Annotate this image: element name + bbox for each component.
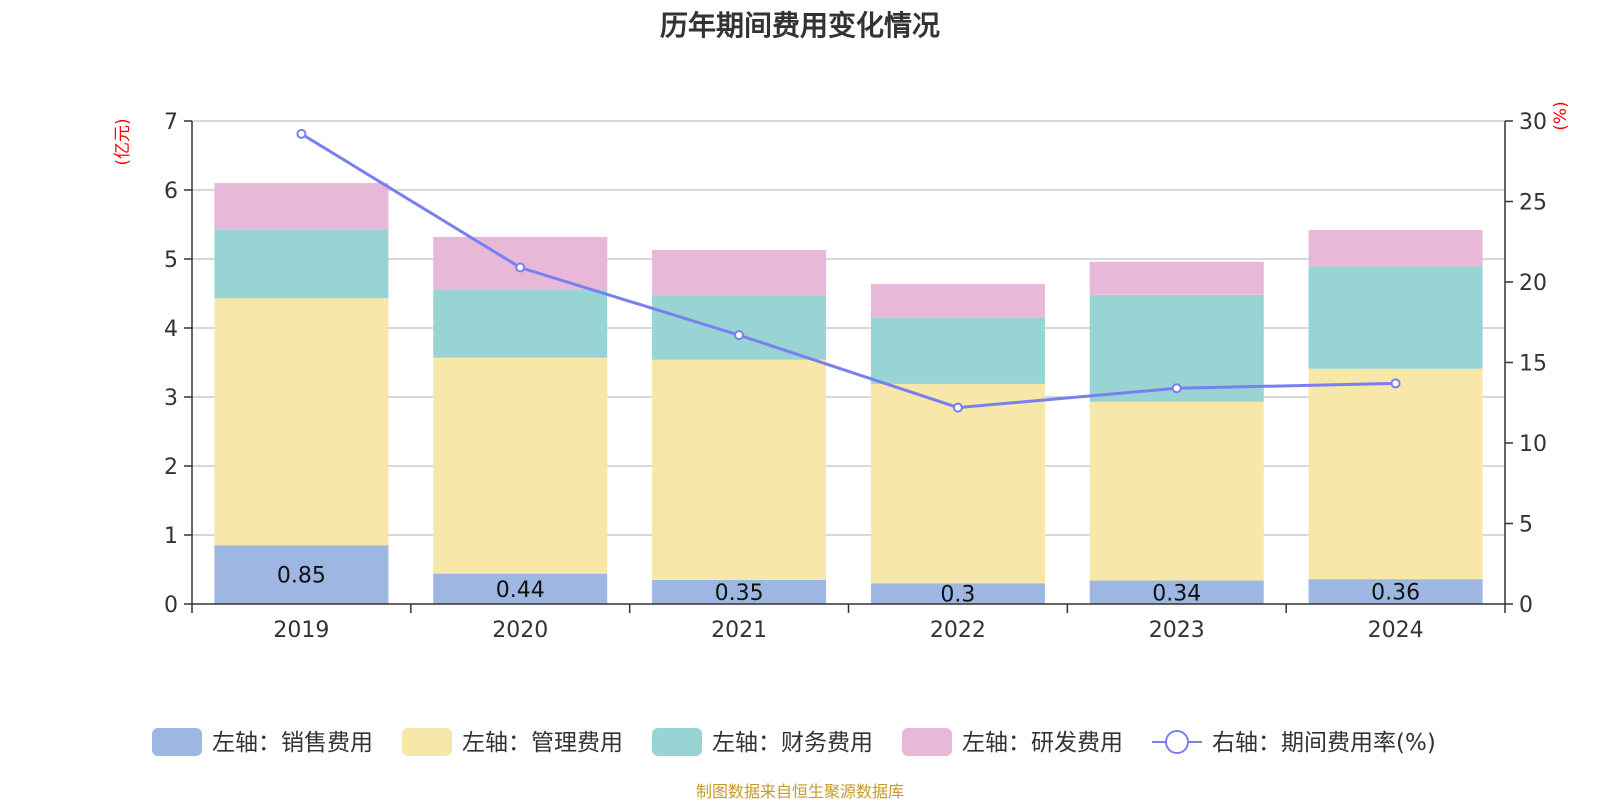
left-axis-tick-label: 7 <box>164 110 178 135</box>
bar-data-label: 0.44 <box>496 578 545 603</box>
bar-segment <box>214 545 389 604</box>
bar-data-label: 0.85 <box>277 564 326 589</box>
bar-segment <box>433 290 608 358</box>
right-axis-tick-label: 30 <box>1519 110 1547 135</box>
left-axis-tick-label: 0 <box>164 593 178 618</box>
rate-line-group <box>296 128 1401 413</box>
legend-label: 左轴：研发费用 <box>962 730 1123 756</box>
legend-label: 左轴：管理费用 <box>462 730 623 756</box>
right-axis-tick-label: 15 <box>1519 352 1547 377</box>
bar-segment <box>1089 580 1264 604</box>
x-axis-tick-label: 2021 <box>711 618 767 643</box>
left-axis-tick-label: 1 <box>164 524 178 549</box>
bar-segment <box>870 283 1045 318</box>
left-axis-unit: (亿元) <box>113 118 133 165</box>
left-axis-tick-label: 5 <box>164 248 178 273</box>
data-source-note: 制图数据来自恒生聚源数据库 <box>695 782 904 801</box>
right-axis-tick-label: 0 <box>1519 593 1533 618</box>
left-axis-tick-label: 2 <box>164 455 178 480</box>
bar-segment <box>870 583 1045 604</box>
left-axis-tick-label: 4 <box>164 317 178 342</box>
rate-point <box>1390 378 1401 389</box>
x-axis-tick-label: 2020 <box>492 618 548 643</box>
x-axis-tick-label: 2024 <box>1368 618 1424 643</box>
bar-segment <box>1089 401 1264 581</box>
legend-swatch <box>652 728 702 756</box>
legend-label: 左轴：销售费用 <box>212 730 373 756</box>
bar-segment <box>214 183 389 230</box>
bar-data-label: 0.34 <box>1152 581 1201 606</box>
rate-point <box>515 262 526 273</box>
rate-point <box>952 402 963 413</box>
bar-segment <box>870 383 1045 584</box>
legend-marker <box>1165 730 1189 754</box>
bar-segment <box>652 295 827 360</box>
right-axis-tick-label: 20 <box>1519 271 1547 296</box>
right-axis-tick-label: 5 <box>1519 513 1533 538</box>
x-axis-tick-label: 2019 <box>273 618 329 643</box>
legend-swatch <box>402 728 452 756</box>
bar-segment <box>652 250 827 296</box>
bar-segment <box>1308 266 1483 369</box>
bar-segment <box>214 229 389 299</box>
rate-line <box>300 132 1396 410</box>
bar-segment <box>1308 579 1483 604</box>
x-axis-tick-label: 2023 <box>1149 618 1205 643</box>
left-axis-tick-label: 6 <box>164 179 178 204</box>
legend-swatch <box>902 728 952 756</box>
bar-data-label: 0.36 <box>1371 581 1420 606</box>
left-axis-tick-label: 3 <box>164 386 178 411</box>
bar-segment <box>214 298 389 546</box>
bar-segment <box>870 317 1045 384</box>
bar-segment <box>1308 368 1483 580</box>
bar-data-label: 0.35 <box>715 581 764 606</box>
axes: 0 1 2 3 4 5 6 7 0 5 10 15 20 25 30 2019 2020 2021 2022 2023… <box>164 110 1547 643</box>
bar-group: 0.850.44 0.35 0.3 0.34 0.36 <box>214 183 1483 608</box>
right-axis-tick-label: 25 <box>1519 191 1547 216</box>
chart-title: 历年期间费用变化情况 <box>659 9 940 42</box>
bar-segment <box>1089 261 1264 295</box>
bar-segment <box>433 573 608 604</box>
bar-segment <box>433 357 608 574</box>
x-axis-tick-label: 2022 <box>930 618 986 643</box>
legend-label: 左轴：财务费用 <box>712 730 873 756</box>
legend: 左轴：销售费用 左轴：管理费用 左轴：财务费用 左轴：研发费用 右轴：期间费用率(%) <box>152 728 1436 756</box>
rate-point <box>734 330 745 341</box>
right-axis-tick-label: 10 <box>1519 432 1547 457</box>
legend-swatch <box>152 728 202 756</box>
bar-segment <box>1308 230 1483 267</box>
right-axis-unit: (%) <box>1551 101 1571 130</box>
rate-point <box>1171 383 1182 394</box>
bar-segment <box>652 579 827 604</box>
bar-segment <box>652 359 827 580</box>
gridlines <box>192 120 1505 536</box>
legend-label: 右轴：期间费用率(%) <box>1212 730 1436 756</box>
rate-point <box>296 128 307 139</box>
